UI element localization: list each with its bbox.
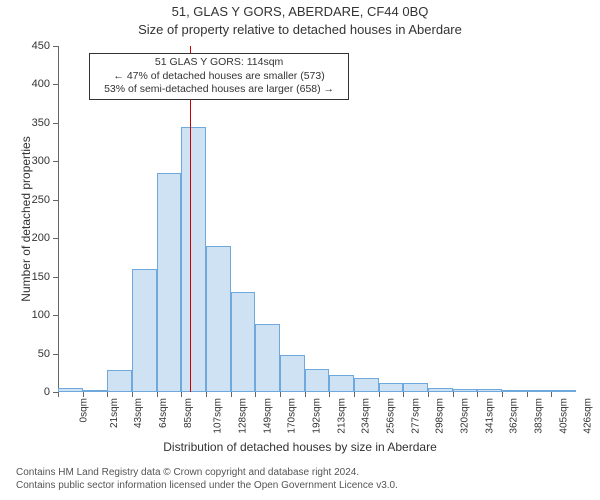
histogram-bar xyxy=(157,173,182,392)
y-tick-label: 300 xyxy=(32,155,58,167)
x-tick xyxy=(157,392,158,397)
x-tick xyxy=(551,392,552,397)
histogram-bar xyxy=(305,369,330,392)
histogram-bar xyxy=(83,390,108,392)
plot-area: 0501001502002503003504004500sqm21sqm43sq… xyxy=(58,46,576,392)
annotation-box: 51 GLAS Y GORS: 114sqm ← 47% of detached… xyxy=(89,53,349,100)
x-tick-label: 85sqm xyxy=(183,398,194,428)
x-tick-label: 192sqm xyxy=(312,398,323,434)
chart-title-main: 51, GLAS Y GORS, ABERDARE, CF44 0BQ xyxy=(0,4,600,19)
histogram-bar xyxy=(132,269,157,392)
x-tick-label: 149sqm xyxy=(262,398,273,434)
x-tick xyxy=(403,392,404,397)
y-tick-label: 50 xyxy=(38,348,58,360)
histogram-bar xyxy=(502,390,527,392)
x-tick xyxy=(83,392,84,397)
x-tick xyxy=(527,392,528,397)
x-tick xyxy=(329,392,330,397)
histogram-bar xyxy=(181,127,206,392)
histogram-bar xyxy=(477,389,502,392)
histogram-bar xyxy=(255,324,280,392)
histogram-bar xyxy=(551,390,576,392)
x-tick-label: 256sqm xyxy=(386,398,397,434)
histogram-chart: 51, GLAS Y GORS, ABERDARE, CF44 0BQ Size… xyxy=(0,0,600,500)
x-tick xyxy=(477,392,478,397)
x-tick-label: 170sqm xyxy=(287,398,298,434)
histogram-bar xyxy=(58,388,83,392)
y-tick-label: 250 xyxy=(32,194,58,206)
x-tick-label: 43sqm xyxy=(133,398,144,428)
x-tick-label: 21sqm xyxy=(109,398,120,428)
x-tick-label: 277sqm xyxy=(410,398,421,434)
x-tick-label: 213sqm xyxy=(336,398,347,434)
x-tick xyxy=(107,392,108,397)
y-axis-title: Number of detached properties xyxy=(19,119,33,319)
x-tick xyxy=(379,392,380,397)
histogram-bar xyxy=(280,355,305,392)
attribution-line-2: Contains public sector information licen… xyxy=(16,479,600,492)
x-axis-title: Distribution of detached houses by size … xyxy=(0,440,600,454)
x-tick-label: 383sqm xyxy=(534,398,545,434)
x-tick xyxy=(502,392,503,397)
histogram-bar xyxy=(403,383,428,392)
x-tick-label: 234sqm xyxy=(361,398,372,434)
chart-title-sub: Size of property relative to detached ho… xyxy=(0,22,600,37)
y-tick-label: 150 xyxy=(32,271,58,283)
x-tick xyxy=(428,392,429,397)
x-tick xyxy=(453,392,454,397)
annotation-line-3: 53% of semi-detached houses are larger (… xyxy=(94,83,344,97)
x-tick-label: 107sqm xyxy=(213,398,224,434)
histogram-bar xyxy=(354,378,379,392)
x-tick-label: 320sqm xyxy=(460,398,471,434)
histogram-bar xyxy=(206,246,231,392)
x-tick-label: 405sqm xyxy=(558,398,569,434)
x-tick-label: 128sqm xyxy=(238,398,249,434)
y-tick-label: 100 xyxy=(32,309,58,321)
annotation-line-2: ← 47% of detached houses are smaller (57… xyxy=(94,70,344,84)
histogram-bar xyxy=(107,370,132,392)
x-tick-label: 64sqm xyxy=(158,398,169,428)
y-tick-label: 400 xyxy=(32,78,58,90)
histogram-bar xyxy=(527,390,552,392)
x-tick-label: 341sqm xyxy=(484,398,495,434)
x-tick-label: 426sqm xyxy=(583,398,594,434)
x-tick xyxy=(58,392,59,397)
histogram-bar xyxy=(379,383,404,392)
histogram-bar xyxy=(428,388,453,392)
x-tick xyxy=(231,392,232,397)
x-tick xyxy=(280,392,281,397)
histogram-bar xyxy=(329,375,354,392)
attribution-line-1: Contains HM Land Registry data © Crown c… xyxy=(16,466,600,479)
histogram-bar xyxy=(453,389,478,392)
y-tick-label: 200 xyxy=(32,232,58,244)
histogram-bar xyxy=(231,292,256,392)
y-tick-label: 350 xyxy=(32,117,58,129)
x-tick-label: 362sqm xyxy=(509,398,520,434)
x-tick-label: 0sqm xyxy=(78,398,89,422)
x-tick xyxy=(132,392,133,397)
attribution: Contains HM Land Registry data © Crown c… xyxy=(0,466,600,492)
x-tick xyxy=(255,392,256,397)
x-tick xyxy=(206,392,207,397)
y-tick-label: 0 xyxy=(44,386,58,398)
y-tick-label: 450 xyxy=(32,40,58,52)
x-tick-label: 298sqm xyxy=(435,398,446,434)
x-tick xyxy=(181,392,182,397)
annotation-line-1: 51 GLAS Y GORS: 114sqm xyxy=(94,56,344,70)
y-axis-line xyxy=(58,46,59,392)
x-tick xyxy=(305,392,306,397)
x-tick xyxy=(354,392,355,397)
